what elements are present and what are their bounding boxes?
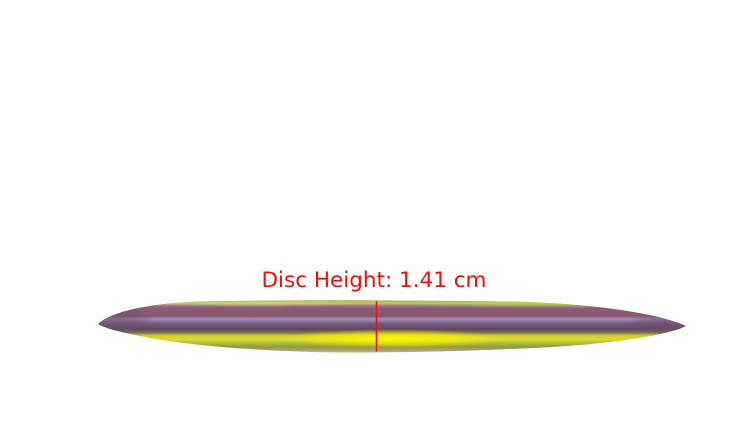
disc-left-tip-shading: [98, 306, 155, 334]
measurement-label: Disc Height: 1.41 cm: [261, 268, 486, 293]
disc-body: [98, 300, 686, 353]
disc-photo: [98, 300, 686, 353]
disc-bottom-glow: [279, 329, 507, 348]
